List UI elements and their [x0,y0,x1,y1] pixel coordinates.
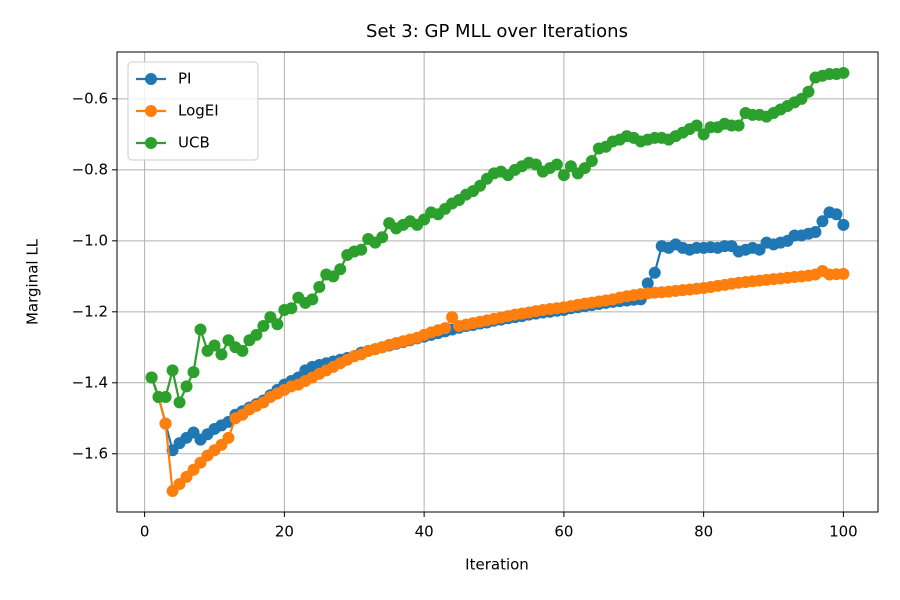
y-tick-label: −1.4 [72,373,108,391]
point [173,396,186,409]
y-tick-label: −0.6 [72,89,108,107]
point [208,339,221,352]
point [585,154,598,167]
point [180,380,193,393]
point [159,417,172,430]
point [802,85,815,98]
point [236,344,249,357]
point [355,243,368,256]
x-axis-label: Iteration [465,556,529,574]
x-tick-label: 80 [694,523,713,541]
point [166,364,179,377]
point [809,225,822,238]
point [550,158,563,171]
point [376,231,389,244]
point [648,266,661,279]
point [641,277,654,290]
legend-label: UCB [178,134,210,152]
legend-label: LogEI [178,102,219,120]
point [313,280,326,293]
x-tick-label: 60 [554,523,573,541]
point [187,366,200,379]
legend-marker [145,73,157,85]
plot-frame [116,51,879,513]
x-tick-label: 100 [829,523,858,541]
point [306,293,319,306]
point [159,391,172,403]
y-axis-label: Marginal LL [24,238,42,325]
point [194,323,207,336]
point [816,215,829,228]
point [257,320,270,333]
point [334,263,347,276]
point [250,328,263,341]
y-tick-label: −1.6 [72,444,108,462]
legend-marker [145,137,157,149]
point [439,322,452,335]
y-tick-label: −1.0 [72,231,108,249]
y-tick-label: −1.2 [72,302,108,320]
point [557,169,570,182]
point [732,119,745,132]
x-tick-label: 40 [415,523,434,541]
point [446,311,459,324]
point [837,218,850,231]
y-tick-label: −0.8 [72,160,108,178]
point [285,302,298,315]
x-tick-label: 20 [275,523,294,541]
chart-title: Set 3: GP MLL over Iterations [366,21,628,42]
point [830,208,843,221]
legend-box [127,61,259,161]
point [271,318,284,331]
legend-label: PI [178,70,191,88]
point [690,119,703,132]
x-tick-label: 0 [140,523,150,541]
legend-marker [145,105,157,117]
legend: PI LogEI UCB [127,61,259,161]
point [222,431,235,444]
point [215,348,228,361]
point [145,371,158,384]
point [837,267,850,280]
point [837,66,850,79]
